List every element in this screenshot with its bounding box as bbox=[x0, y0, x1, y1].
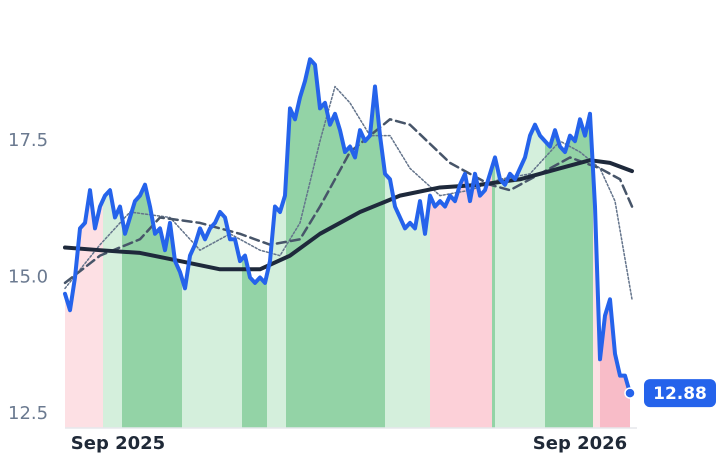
region bbox=[242, 59, 267, 428]
lines bbox=[63, 57, 636, 399]
y-tick-label: 17.5 bbox=[8, 130, 48, 151]
region bbox=[545, 59, 593, 428]
last-point bbox=[624, 387, 636, 399]
region bbox=[495, 59, 545, 428]
y-tick-label: 12.5 bbox=[8, 403, 48, 424]
x-tick-label: Sep 2026 bbox=[533, 433, 627, 454]
y-tick-label: 15.0 bbox=[8, 266, 48, 287]
region bbox=[430, 59, 492, 428]
x-tick-label: Sep 2025 bbox=[71, 433, 165, 454]
labels: 12.5 15.0 17.5 Sep 2025 Sep 2026 12.88 bbox=[8, 130, 716, 454]
last-value-badge bbox=[644, 379, 716, 408]
last-value-label: 12.88 bbox=[653, 384, 707, 404]
region bbox=[492, 59, 495, 428]
region bbox=[267, 59, 286, 428]
regions bbox=[65, 59, 630, 428]
series-line bbox=[63, 57, 632, 396]
series-line bbox=[63, 158, 634, 272]
